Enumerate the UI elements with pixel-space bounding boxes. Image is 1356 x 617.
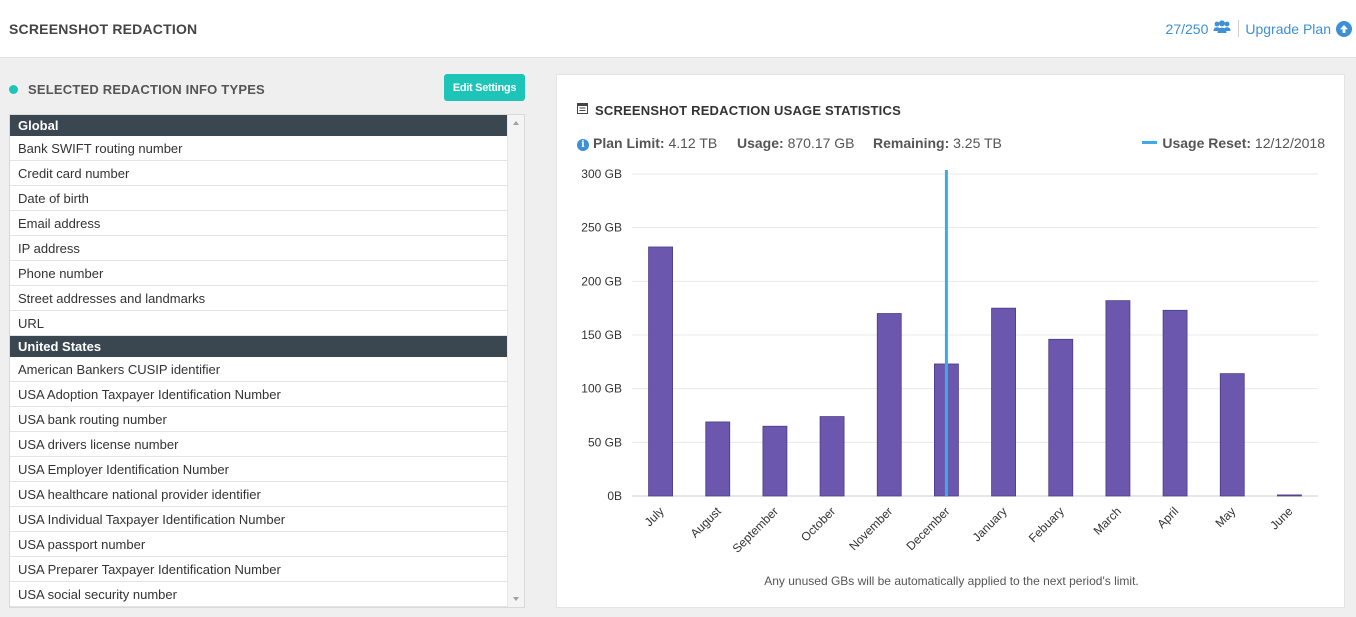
info-types-list[interactable]: Global Bank SWIFT routing number Credit ca… bbox=[9, 114, 525, 608]
x-tick-label: August bbox=[688, 504, 725, 541]
list-item: Email address bbox=[10, 211, 507, 236]
header-actions: 27/250 Upgrade Plan bbox=[1166, 20, 1352, 37]
list-item: USA social security number bbox=[10, 582, 507, 607]
x-tick-label: November bbox=[846, 504, 895, 553]
list-item: USA passport number bbox=[10, 532, 507, 557]
usage-card-title: SCREENSHOT REDACTION USAGE STATISTICS bbox=[595, 102, 901, 118]
y-tick-label: 200 GB bbox=[581, 274, 622, 288]
x-tick-label: June bbox=[1267, 504, 1296, 533]
usage-reset-label: Usage Reset: bbox=[1162, 135, 1252, 151]
x-tick-label: July bbox=[642, 504, 667, 529]
chart-bar bbox=[705, 421, 731, 497]
list-item: USA Employer Identification Number bbox=[10, 457, 507, 482]
plan-limit-label: Plan Limit: bbox=[593, 135, 665, 151]
list-item: Street addresses and landmarks bbox=[10, 286, 507, 311]
chart-bar bbox=[991, 307, 1016, 497]
top-bar: SCREENSHOT REDACTION 27/250 Upgrade Plan bbox=[0, 0, 1356, 58]
group-header: United States bbox=[10, 336, 507, 357]
x-tick-label: January bbox=[970, 504, 1010, 544]
usage-stat: Usage: 870.17 GB bbox=[737, 135, 855, 151]
chart-bar bbox=[876, 313, 902, 497]
usage-footnote: Any unused GBs will be automatically app… bbox=[764, 574, 1139, 588]
chart-bar bbox=[819, 416, 845, 497]
chart-bar bbox=[1105, 300, 1131, 497]
y-tick-label: 100 GB bbox=[581, 382, 622, 396]
info-types-title: SELECTED REDACTION INFO TYPES bbox=[28, 82, 265, 97]
list-scrollbar[interactable] bbox=[507, 115, 524, 607]
chart-bar bbox=[762, 425, 788, 497]
status-dot-icon bbox=[9, 85, 18, 94]
y-tick-label: 0B bbox=[607, 489, 622, 503]
page-title: SCREENSHOT REDACTION bbox=[9, 21, 198, 37]
remaining-stat: Remaining: 3.25 TB bbox=[873, 135, 1002, 151]
y-tick-label: 250 GB bbox=[581, 221, 622, 235]
x-tick-label: October bbox=[798, 504, 838, 544]
list-item: USA Individual Taxpayer Identification N… bbox=[10, 507, 507, 532]
usage-bar-chart: 0B 50 GB 100 GB 150 GB 200 GB 250 GB 300 GB Jul… bbox=[581, 167, 1318, 556]
list-item: Credit card number bbox=[10, 161, 507, 186]
scroll-up-icon[interactable] bbox=[513, 121, 519, 125]
remaining-value: 3.25 TB bbox=[953, 135, 1002, 151]
chart-bar bbox=[1048, 338, 1074, 497]
list-item: USA drivers license number bbox=[10, 432, 507, 457]
info-icon[interactable]: i bbox=[577, 139, 589, 151]
list-item: USA healthcare national provider identif… bbox=[10, 482, 507, 507]
group-header: Global bbox=[10, 115, 507, 136]
plan-limit-stat: i Plan Limit: 4.12 TB bbox=[577, 135, 717, 151]
x-tick-label: September bbox=[730, 504, 781, 555]
y-tick-label: 300 GB bbox=[581, 167, 622, 181]
y-tick-label: 50 GB bbox=[588, 435, 622, 449]
usage-reset-value: 12/12/2018 bbox=[1254, 135, 1325, 151]
x-tick-label: May bbox=[1212, 504, 1238, 530]
quota-indicator[interactable]: 27/250 bbox=[1166, 20, 1240, 37]
info-types-header: SELECTED REDACTION INFO TYPES bbox=[9, 82, 265, 97]
chart-bar bbox=[1162, 309, 1188, 497]
chart-bar bbox=[1277, 494, 1302, 497]
x-tick-label: March bbox=[1091, 504, 1124, 537]
edit-settings-button[interactable]: Edit Settings bbox=[444, 74, 525, 101]
arrow-up-circle-icon bbox=[1336, 20, 1352, 37]
quota-count: 27/250 bbox=[1165, 20, 1209, 37]
list-item: Phone number bbox=[10, 261, 507, 286]
scroll-down-icon[interactable] bbox=[513, 597, 519, 601]
list-item: URL bbox=[10, 311, 507, 336]
list-item: American Bankers CUSIP identifier bbox=[10, 357, 507, 382]
x-tick-label: April bbox=[1154, 504, 1181, 531]
info-types-list-content: Global Bank SWIFT routing number Credit ca… bbox=[10, 115, 507, 607]
list-item: Date of birth bbox=[10, 186, 507, 211]
reset-line-legend-icon bbox=[1142, 141, 1158, 144]
list-item: USA Adoption Taxpayer Identification Num… bbox=[10, 382, 507, 407]
calendar-icon bbox=[577, 101, 588, 119]
usage-reset-stat: Usage Reset: 12/12/2018 bbox=[1142, 135, 1325, 151]
users-icon bbox=[1213, 20, 1231, 37]
x-tick-label: Febuary bbox=[1026, 504, 1067, 545]
remaining-label: Remaining: bbox=[873, 135, 950, 151]
usage-value: 870.17 GB bbox=[787, 135, 855, 151]
chart-bar bbox=[648, 246, 673, 497]
list-item: USA Preparer Taxpayer Identification Num… bbox=[10, 557, 507, 582]
y-tick-label: 150 GB bbox=[581, 328, 622, 342]
list-item: IP address bbox=[10, 236, 507, 261]
upgrade-plan-label: Upgrade Plan bbox=[1245, 20, 1331, 37]
x-tick-label: December bbox=[903, 504, 952, 553]
list-item: USA bank routing number bbox=[10, 407, 507, 432]
usage-card-header: SCREENSHOT REDACTION USAGE STATISTICS bbox=[577, 101, 901, 119]
list-item: Bank SWIFT routing number bbox=[10, 136, 507, 161]
usage-label: Usage: bbox=[737, 135, 784, 151]
plan-limit-value: 4.12 TB bbox=[668, 135, 718, 151]
upgrade-plan-link[interactable]: Upgrade Plan bbox=[1239, 20, 1352, 37]
chart-bar bbox=[1219, 373, 1245, 497]
